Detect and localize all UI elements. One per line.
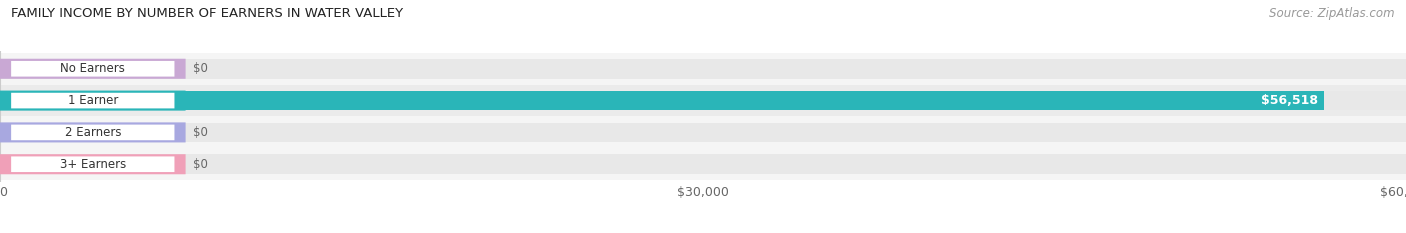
Text: 2 Earners: 2 Earners — [65, 126, 121, 139]
Text: $0: $0 — [193, 158, 208, 171]
Bar — [0, 91, 1406, 110]
FancyBboxPatch shape — [11, 61, 174, 77]
Text: 3+ Earners: 3+ Earners — [59, 158, 127, 171]
Bar — [0, 148, 1406, 180]
FancyBboxPatch shape — [11, 93, 174, 108]
Text: 1 Earner: 1 Earner — [67, 94, 118, 107]
FancyBboxPatch shape — [11, 156, 174, 172]
Bar — [0, 91, 1324, 110]
Bar — [0, 154, 1406, 174]
FancyBboxPatch shape — [0, 59, 186, 79]
FancyBboxPatch shape — [0, 122, 186, 142]
Text: No Earners: No Earners — [60, 62, 125, 75]
FancyBboxPatch shape — [0, 91, 186, 111]
Bar — [0, 123, 1406, 142]
Bar — [0, 53, 1406, 85]
FancyBboxPatch shape — [0, 154, 186, 174]
Bar — [0, 85, 1406, 116]
Bar — [0, 59, 1406, 79]
Text: $0: $0 — [193, 62, 208, 75]
Bar — [0, 116, 1406, 148]
Text: Source: ZipAtlas.com: Source: ZipAtlas.com — [1270, 7, 1395, 20]
Text: $0: $0 — [193, 126, 208, 139]
Text: $56,518: $56,518 — [1261, 94, 1317, 107]
FancyBboxPatch shape — [11, 125, 174, 140]
Text: FAMILY INCOME BY NUMBER OF EARNERS IN WATER VALLEY: FAMILY INCOME BY NUMBER OF EARNERS IN WA… — [11, 7, 404, 20]
